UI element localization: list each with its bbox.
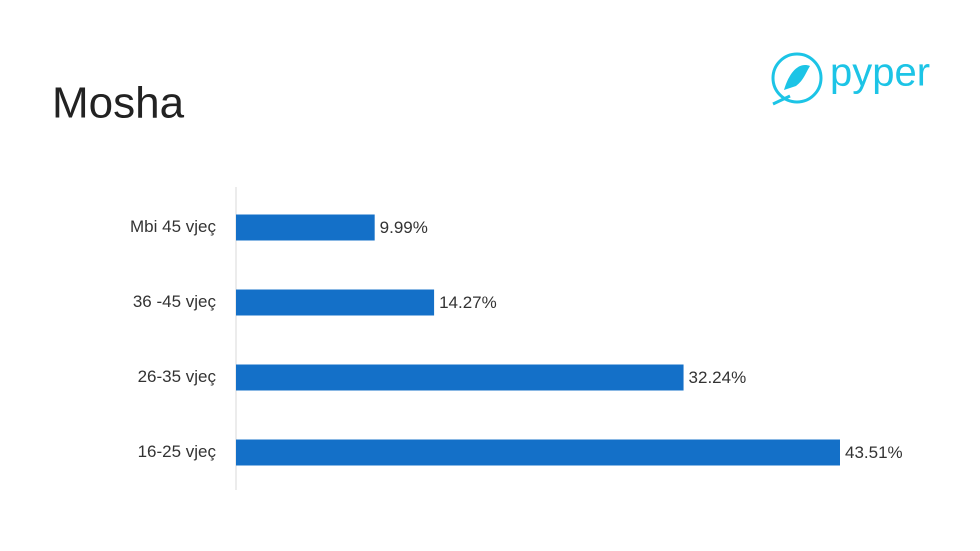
y-tick-label: 36 -45 vjeç xyxy=(133,292,217,311)
y-tick-label: Mbi 45 vjeç xyxy=(130,217,216,236)
bar xyxy=(236,214,375,241)
data-label: 32.24% xyxy=(689,368,747,387)
data-label: 14.27% xyxy=(439,293,497,312)
data-label: 9.99% xyxy=(380,218,428,237)
chart-title: Mosha xyxy=(52,79,185,128)
bar xyxy=(236,364,684,391)
y-tick-label: 16-25 vjeç xyxy=(138,442,217,461)
logo-bird xyxy=(784,65,810,90)
logo: pyper xyxy=(771,51,930,106)
y-tick-label: 26-35 vjeç xyxy=(138,367,217,386)
data-label: 43.51% xyxy=(845,443,903,462)
bar xyxy=(236,439,840,466)
bar xyxy=(236,289,435,316)
logo-text: pyper xyxy=(830,51,930,95)
logo-icon xyxy=(771,52,823,104)
logo-tail xyxy=(772,94,791,106)
